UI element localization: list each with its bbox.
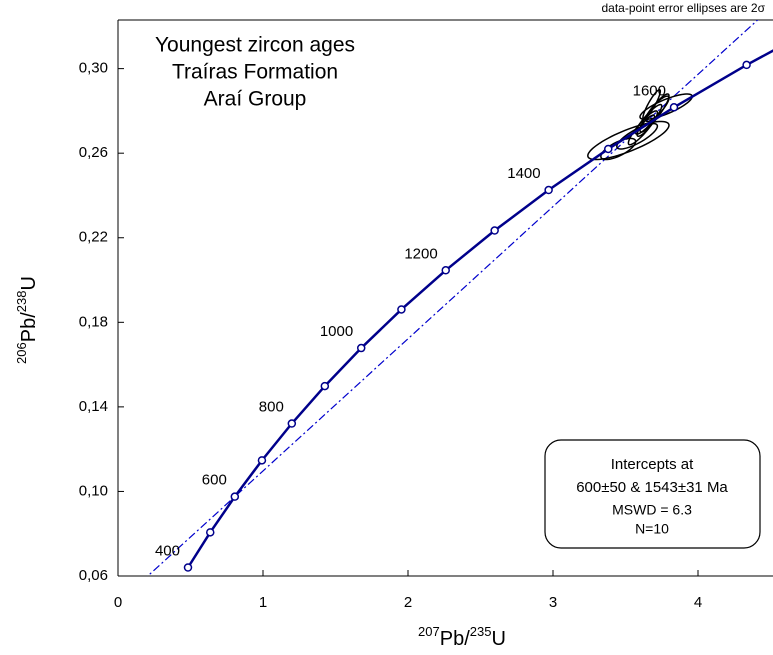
discordia-line [146,20,759,576]
result-box [544,439,761,549]
age-label: 400 [155,542,180,559]
y-tick-label: 0,10 [79,482,108,499]
age-marker [320,381,330,391]
y-tick-label: 0,06 [79,567,108,584]
age-label: 800 [259,398,284,415]
error-ellipse [642,89,662,121]
label-sup: 235 [470,624,492,639]
label-sup: 207 [418,624,440,639]
y-tick-label: 0,30 [79,60,108,77]
age-label: 1400 [507,165,540,182]
x-axis-label: 207Pb/235U [418,624,506,650]
title-line: Araí Group [204,88,307,111]
x-tick-label: 1 [259,594,267,611]
x-tick-label: 2 [404,594,412,611]
error-ellipse [600,137,637,161]
age-marker [742,60,751,70]
result-line: MSWD = 6.3 [612,502,692,518]
age-marker [441,266,450,275]
age-marker [183,563,193,572]
label-sup: 238 [14,291,29,313]
plot-area [146,20,773,576]
label-base: U [491,628,505,650]
title-line: Traíras Formation [172,61,338,84]
age-marker [206,528,215,537]
age-marker [230,492,240,501]
result-line: N=10 [635,521,669,537]
age-marker [397,305,406,314]
x-tick-label: 4 [694,594,702,611]
age-marker [356,343,366,353]
result-line: 600±50 & 1543±31 Ma [576,479,728,496]
age-marker [287,419,297,428]
label-base: U [18,276,40,290]
note: data-point error ellipses are 2σ [602,1,766,15]
error-ellipse [636,114,656,138]
x-tick-label: 0 [114,594,122,611]
result-line: Intercepts at [611,456,694,473]
title-line: Youngest zircon ages [155,34,355,57]
y-tick-label: 0,22 [79,229,108,246]
age-marker [257,456,267,465]
age-label: 1200 [404,245,437,262]
label-base: Pb/ [18,312,40,342]
x-tick-label: 3 [549,594,557,611]
error-ellipse [639,93,693,121]
y-axis-label: 206Pb/238U [14,276,40,364]
y-tick-label: 0,18 [79,313,108,330]
age-marker [544,185,553,195]
age-label: 1000 [320,323,353,340]
age-marker [604,144,613,154]
y-tick-label: 0,26 [79,144,108,161]
age-marker [669,103,679,112]
age-marker [490,226,499,235]
y-tick-label: 0,14 [79,398,108,415]
age-label: 600 [202,472,227,489]
label-sup: 206 [14,342,29,364]
label-base: Pb/ [440,628,470,650]
age-label: 1600 [633,82,666,99]
